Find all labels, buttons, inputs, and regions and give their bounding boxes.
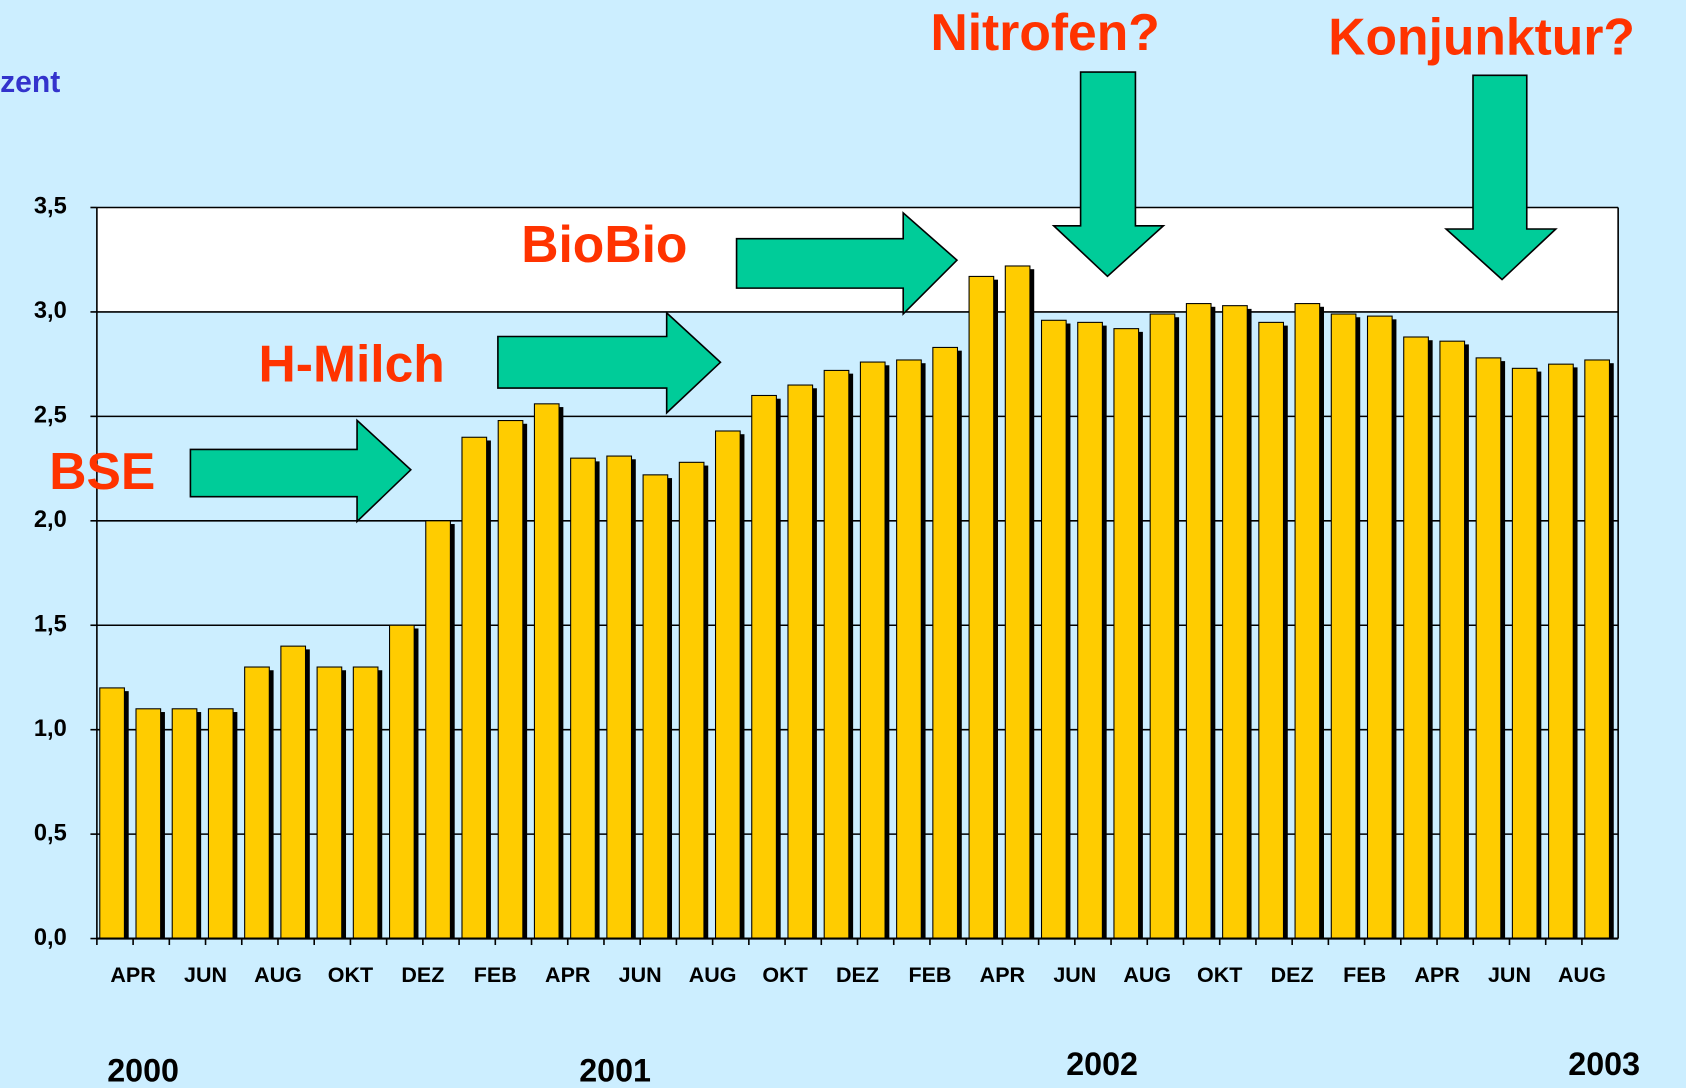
x-tick-label: AUG xyxy=(689,963,737,987)
x-tick-label: APR xyxy=(980,963,1026,987)
y-tick-label: 3,5 xyxy=(34,194,67,220)
y-tick-label: 1,0 xyxy=(34,716,67,742)
bar xyxy=(1222,305,1248,940)
bar xyxy=(1439,340,1466,940)
bar xyxy=(1330,313,1357,940)
x-tick-label: JUN xyxy=(1488,963,1531,987)
year-label: 2000 xyxy=(107,1052,179,1088)
bar xyxy=(570,457,596,940)
annotations: BSE H-Milch BioBio Nitrofen? Konjunktur? xyxy=(49,3,1635,500)
x-tick-label: JUN xyxy=(184,963,227,987)
x-tick-label: FEB xyxy=(1343,963,1386,987)
bar xyxy=(1403,336,1429,940)
bar xyxy=(533,403,560,940)
x-tick-label: DEZ xyxy=(401,963,444,987)
bar xyxy=(1548,363,1574,940)
bar xyxy=(1258,321,1285,940)
y-tick-label: 0,0 xyxy=(34,925,67,951)
annotation: Nitrofen? xyxy=(930,3,1159,61)
bar xyxy=(823,369,850,940)
x-tick-label: AUG xyxy=(1558,963,1606,987)
bar xyxy=(1185,303,1212,940)
annotation: H-Milch xyxy=(259,334,445,392)
bar xyxy=(932,346,959,940)
bar xyxy=(642,474,669,940)
bar xyxy=(1149,313,1176,940)
bar xyxy=(171,708,198,940)
bar xyxy=(606,455,633,940)
bar xyxy=(1040,319,1067,940)
year-label: 2003 xyxy=(1568,1046,1640,1082)
bar xyxy=(896,359,922,940)
y-tick-label: 3,0 xyxy=(34,298,67,324)
annotation: Konjunktur? xyxy=(1328,7,1635,65)
arrows xyxy=(189,71,1558,524)
bar xyxy=(207,708,234,940)
annotation: BSE xyxy=(49,442,155,500)
year-label: 2001 xyxy=(579,1052,651,1088)
y-tick-label: 2,0 xyxy=(34,507,67,533)
bar xyxy=(99,687,125,940)
bar xyxy=(1294,303,1321,940)
bar xyxy=(1584,359,1610,940)
x-tick-label: APR xyxy=(110,963,156,987)
y-tick-label: 1,5 xyxy=(34,611,67,637)
bar xyxy=(1366,315,1393,940)
y-tick-label: 2,5 xyxy=(34,403,67,429)
x-tick-label: APR xyxy=(545,963,591,987)
arrow xyxy=(1444,74,1558,281)
x-tick-label: AUG xyxy=(1123,963,1171,987)
bar xyxy=(497,420,524,940)
bar xyxy=(1475,357,1502,940)
arrow xyxy=(189,418,412,524)
x-tick-label: APR xyxy=(1414,963,1460,987)
bar xyxy=(859,361,886,940)
year-labels: 2000 2001 2002 2003 xyxy=(107,1046,1640,1088)
bar xyxy=(1511,367,1538,940)
bar xyxy=(787,384,814,940)
bar xyxy=(1077,321,1103,940)
x-tick-label: JUN xyxy=(1053,963,1096,987)
year-label: 2002 xyxy=(1066,1046,1138,1082)
x-tick-label: OKT xyxy=(762,963,807,987)
bar xyxy=(352,666,379,940)
arrow xyxy=(1051,71,1166,278)
x-tick-label: OKT xyxy=(1197,963,1242,987)
bar xyxy=(389,624,415,940)
x-tick-label: DEZ xyxy=(1271,963,1314,987)
arrow xyxy=(497,311,722,415)
arrow xyxy=(735,211,959,316)
bar xyxy=(280,645,307,940)
x-tick-label: DEZ xyxy=(836,963,879,987)
x-tick-label: JUN xyxy=(619,963,662,987)
bar xyxy=(1113,328,1140,940)
bar xyxy=(135,708,162,940)
bar xyxy=(425,520,451,940)
bar xyxy=(678,461,705,940)
x-tick-label: OKT xyxy=(328,963,373,987)
x-tick-label: AUG xyxy=(254,963,302,987)
bar xyxy=(244,666,270,940)
x-tick-label: FEB xyxy=(474,963,517,987)
y-tick-label: 0,5 xyxy=(34,820,67,846)
bar xyxy=(968,275,995,940)
bar xyxy=(316,666,343,940)
x-tick-label: FEB xyxy=(908,963,951,987)
bar xyxy=(751,394,777,940)
bar xyxy=(714,430,741,940)
y-axis-label: zent xyxy=(0,66,60,99)
bar xyxy=(1004,265,1031,940)
plot-area: 0,0 0,5 1,0 1,5 2,0 2,5 3,0 3,5 APR JUN AUG OKT DEZ F… xyxy=(34,194,1619,987)
annotation: BioBio xyxy=(521,215,687,273)
bar xyxy=(461,436,488,940)
